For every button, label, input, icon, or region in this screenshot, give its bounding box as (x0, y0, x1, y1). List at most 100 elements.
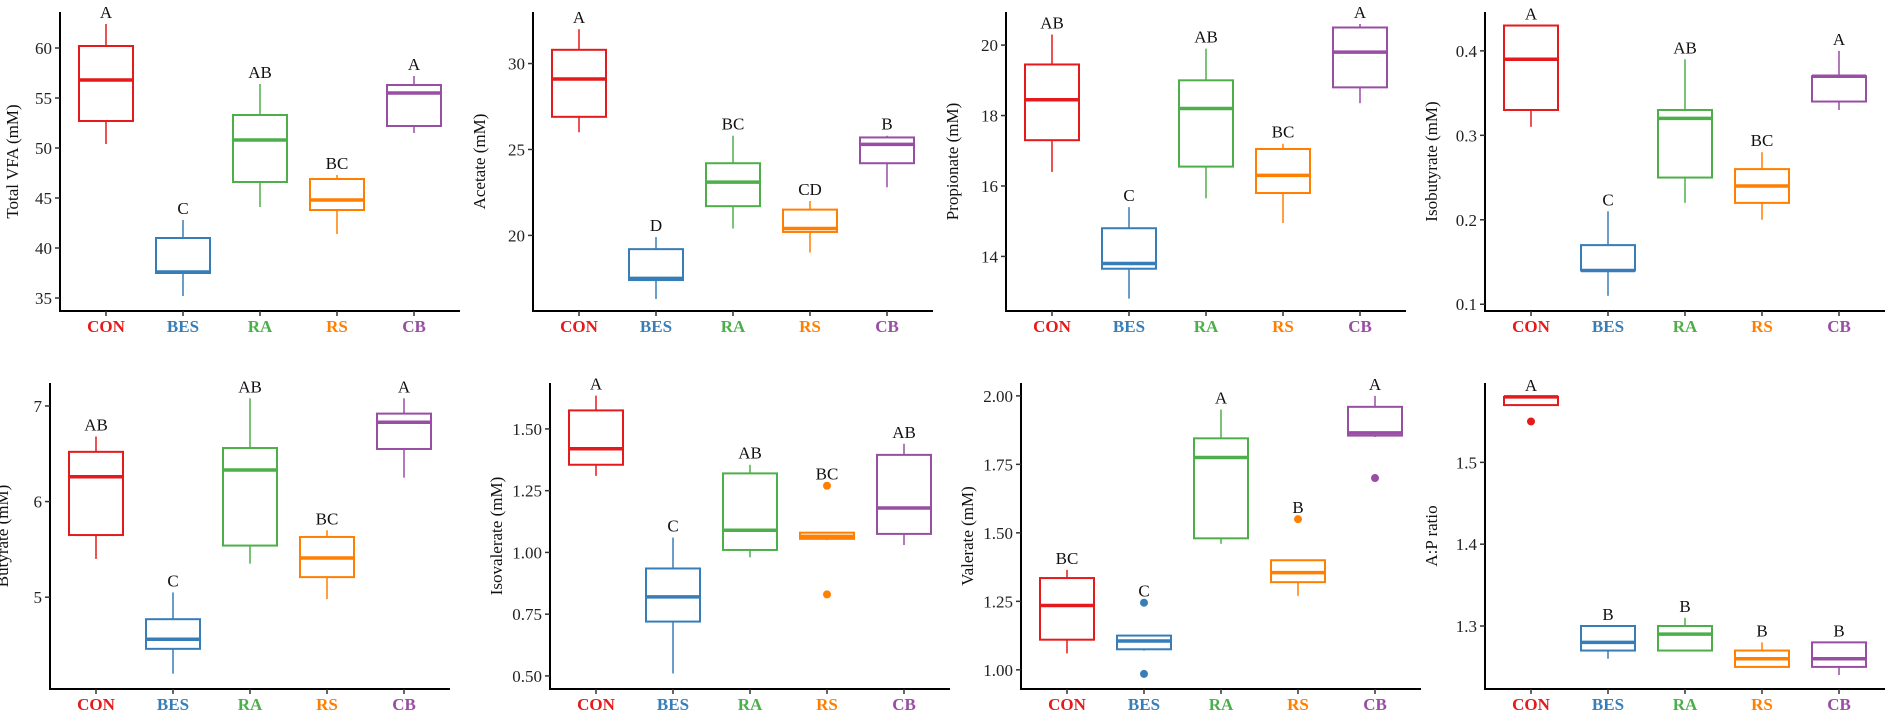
box-bes: C (1101, 186, 1157, 299)
significance-letter: AB (84, 416, 108, 435)
significance-letter: B (1679, 597, 1690, 616)
box-rs: BC (799, 465, 855, 599)
y-tick-label: 30 (508, 55, 525, 74)
box-ra: AB (1657, 38, 1713, 203)
x-tick-label-rs: RS (1751, 317, 1773, 336)
iqr-box (68, 450, 124, 537)
x-tick-label-con: CON (1512, 695, 1551, 714)
y-axis-title: Isobutyrate (mM) (1422, 101, 1441, 221)
significance-letter: C (167, 571, 178, 590)
significance-letter: A (1215, 389, 1228, 408)
x-tick-label-con: CON (560, 317, 599, 336)
box-ra: A (1193, 389, 1249, 544)
panel-propionate-mm-: 14 16 18 20 Propionate (mM) CON AB BES C RA AB RS BC… (943, 3, 1406, 336)
y-tick-label: 0.2 (1456, 211, 1477, 230)
iqr-box (78, 45, 134, 122)
outlier-point (1140, 598, 1148, 607)
y-tick-label: 45 (35, 189, 52, 208)
significance-letter: A (1354, 3, 1367, 22)
iqr-box (1332, 26, 1388, 89)
significance-letter: AB (1040, 14, 1064, 33)
significance-letter: B (1833, 621, 1844, 640)
outlier-point (1294, 515, 1302, 524)
significance-letter: B (881, 115, 892, 134)
significance-letter: C (1602, 190, 1613, 209)
significance-letter: B (1292, 498, 1303, 517)
y-axis-title: Butyrate (mM) (0, 485, 12, 587)
y-tick-label: 5 (34, 588, 43, 607)
outlier-point (1140, 669, 1148, 678)
x-tick-label-ra: RA (238, 695, 263, 714)
x-tick-label-rs: RS (799, 317, 821, 336)
iqr-box (376, 412, 432, 450)
y-axis-title: Propionate (mM) (943, 103, 962, 221)
iqr-box (1580, 244, 1636, 272)
x-tick-label-bes: BES (640, 317, 672, 336)
x-tick-label-cb: CB (875, 317, 899, 336)
box-con: A (1503, 376, 1559, 426)
y-tick-label: 6 (34, 493, 43, 512)
panel-acetate-mm-: 20 25 30 Acetate (mM) CON A BES D RA BC RS CD CB B (470, 8, 933, 336)
significance-letter: CD (798, 180, 822, 199)
y-tick-label: 20 (981, 36, 998, 55)
x-tick-label-con: CON (577, 695, 616, 714)
y-tick-label: 40 (35, 239, 52, 258)
iqr-box (1657, 108, 1713, 179)
x-tick-label-ra: RA (248, 317, 273, 336)
y-tick-label: 18 (981, 107, 998, 126)
box-bes: C (145, 571, 201, 674)
outlier-point (1371, 474, 1379, 483)
x-tick-label-cb: CB (392, 695, 416, 714)
outlier-point (1527, 417, 1535, 426)
x-tick-label-bes: BES (1113, 317, 1145, 336)
significance-letter: B (1756, 621, 1767, 640)
box-bes: C (155, 199, 211, 296)
y-axis-title: Isovalerate (mM) (487, 477, 506, 595)
x-tick-label-ra: RA (1194, 317, 1219, 336)
box-bes: C (1580, 190, 1636, 296)
x-tick-label-rs: RS (1287, 695, 1309, 714)
x-tick-label-con: CON (1033, 317, 1072, 336)
y-axis-title: A:P ratio (1422, 505, 1441, 566)
iqr-box (1024, 63, 1080, 142)
significance-letter: B (1602, 605, 1613, 624)
outlier-point (823, 481, 831, 490)
y-tick-label: 0.4 (1456, 42, 1478, 61)
box-rs: BC (299, 509, 355, 600)
y-tick-label: 55 (35, 89, 52, 108)
panel-total-vfa-mm-: 35 40 45 50 55 60 Total VFA (mM) CON A BES C RA AB RS… (3, 3, 460, 336)
box-con: A (78, 3, 134, 144)
significance-letter: BC (1272, 123, 1295, 142)
box-cb: A (1332, 3, 1388, 104)
y-tick-label: 0.3 (1456, 126, 1477, 145)
significance-letter: A (1833, 30, 1846, 49)
box-con: A (568, 375, 624, 476)
significance-letter: BC (816, 465, 839, 484)
significance-letter: AB (738, 444, 762, 463)
significance-letter: A (1525, 376, 1538, 395)
significance-letter: A (1369, 375, 1382, 394)
iqr-box (1178, 79, 1234, 168)
y-axis-title: Valerate (mM) (958, 486, 977, 586)
x-tick-label-cb: CB (892, 695, 916, 714)
y-tick-label: 1.3 (1456, 617, 1477, 636)
x-tick-label-cb: CB (1827, 695, 1851, 714)
x-tick-label-bes: BES (167, 317, 199, 336)
box-ra: B (1657, 597, 1713, 652)
box-bes: D (628, 216, 684, 299)
panel-a-p-ratio: 1.3 1.4 1.5 A:P ratio CON A BES B RA B RS B CB B (1422, 376, 1885, 714)
iqr-box (1811, 641, 1867, 668)
x-tick-label-ra: RA (738, 695, 763, 714)
y-tick-label: 16 (981, 177, 998, 196)
box-bes: B (1580, 605, 1636, 659)
box-con: BC (1039, 549, 1095, 654)
y-axis-title: Total VFA (mM) (3, 104, 22, 218)
x-tick-label-cb: CB (1363, 695, 1387, 714)
x-tick-label-ra: RA (1673, 695, 1698, 714)
iqr-box (876, 453, 932, 535)
iqr-box (1657, 625, 1713, 652)
x-tick-label-cb: CB (402, 317, 426, 336)
y-tick-label: 20 (508, 226, 525, 245)
